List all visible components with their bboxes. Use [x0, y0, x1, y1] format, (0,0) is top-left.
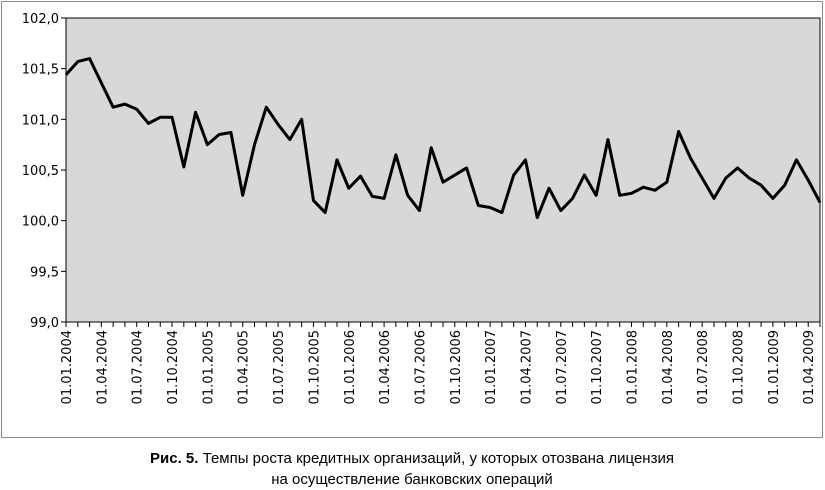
y-tick-label: 99,0 — [30, 316, 59, 331]
y-tick-label: 100,0 — [22, 215, 59, 230]
x-tick-label: 01.01.2008 — [626, 330, 641, 404]
y-tick-label: 100,5 — [22, 164, 59, 179]
x-tick-label: 01.10.2004 — [166, 330, 181, 404]
x-tick-label: 01.07.2007 — [555, 330, 570, 404]
x-tick-label: 01.01.2009 — [767, 330, 782, 404]
x-tick-label: 01.07.2005 — [272, 330, 287, 404]
x-tick-label: 01.04.2006 — [378, 330, 393, 404]
x-tick-label: 01.07.2006 — [413, 330, 428, 404]
y-tick-label: 99,5 — [30, 265, 59, 280]
x-tick-label: 01.01.2004 — [60, 330, 75, 404]
plot-area — [65, 17, 821, 323]
caption-label: Рис. 5. — [150, 450, 198, 467]
x-tick-label: 01.10.2007 — [590, 330, 605, 404]
y-tick-label: 101,5 — [22, 63, 59, 78]
x-tick-label: 01.04.2009 — [802, 330, 817, 404]
caption-text: на осуществление банковских операций — [271, 471, 553, 488]
x-tick-label: 01.04.2005 — [237, 330, 252, 404]
x-tick-label: 01.04.2008 — [661, 330, 676, 404]
x-tick-label: 01.01.2005 — [201, 330, 216, 404]
x-tick-label: 01.04.2004 — [95, 330, 110, 404]
caption-line: Рис. 5. Темпы роста кредитных организаци… — [150, 450, 674, 467]
x-tick-label: 01.01.2006 — [343, 330, 358, 404]
x-tick-label: 01.10.2005 — [307, 330, 322, 404]
caption-text: Темпы роста кредитных организаций, у кот… — [203, 450, 674, 467]
x-tick-label: 01.10.2008 — [732, 330, 747, 404]
x-tick-label: 01.10.2006 — [449, 330, 464, 404]
y-tick-label: 101,0 — [22, 113, 59, 128]
series-line — [64, 57, 822, 220]
chart-frame — [1, 1, 823, 438]
x-tick-label: 01.01.2007 — [484, 330, 499, 404]
x-tick-label: 01.04.2007 — [519, 330, 534, 404]
y-tick-label: 102,0 — [22, 12, 59, 27]
x-tick-label: 01.07.2004 — [131, 330, 146, 404]
x-tick-label: 01.07.2008 — [696, 330, 711, 404]
